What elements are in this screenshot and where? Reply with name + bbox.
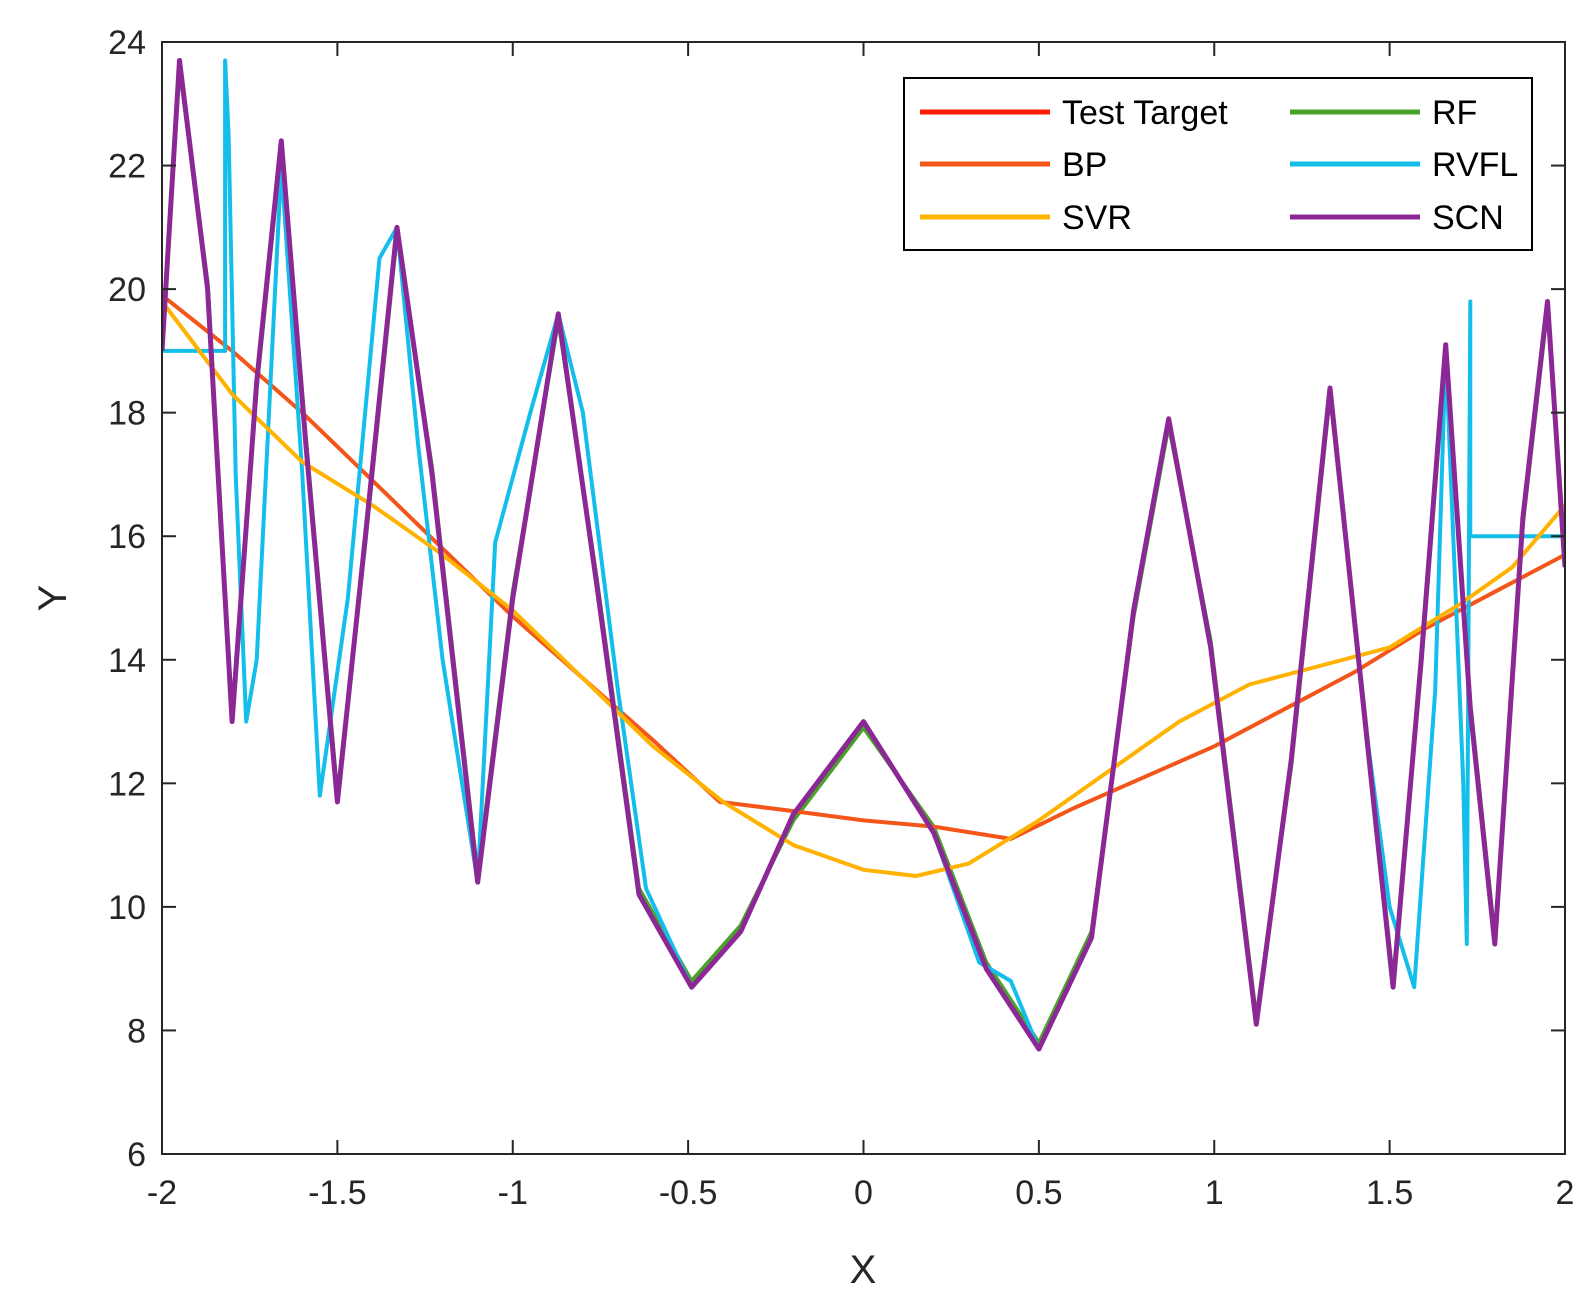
y-tick-label: 18 <box>108 395 146 433</box>
y-tick-label: 6 <box>127 1136 146 1174</box>
axis-ticks: -2 -1.5 -1 -0.5 0 0.5 1 1.5 2 6 8 10 12 14 16 18 20 22 24 <box>108 24 1574 1212</box>
y-tick-label: 24 <box>108 24 146 62</box>
x-tick-label: 2 <box>1556 1174 1575 1212</box>
legend: Test Target RF BP RVFL SVR SCN <box>903 77 1533 251</box>
x-tick-label: -2 <box>147 1174 177 1212</box>
x-tick-label: -1.5 <box>308 1174 367 1212</box>
series-line-bp <box>162 293 1565 841</box>
y-tick-label: 22 <box>108 148 146 186</box>
x-tick-label: -0.5 <box>659 1174 718 1212</box>
legend-label-test-target: Test Target <box>1062 94 1228 132</box>
x-tick-label: -1 <box>498 1174 528 1212</box>
x-tick-label: 1 <box>1205 1174 1224 1212</box>
x-tick-label: 0 <box>854 1174 873 1212</box>
x-axis-label: X <box>850 1248 877 1292</box>
y-tick-label: 8 <box>127 1012 146 1050</box>
series-line-svr <box>162 300 1565 878</box>
x-tick-label: 1.5 <box>1366 1174 1413 1212</box>
y-tick-label: 16 <box>108 518 146 556</box>
y-tick-label: 10 <box>108 889 146 927</box>
series-layer <box>162 58 1565 1052</box>
series-line-scn <box>162 58 1565 1052</box>
legend-label-rf: RF <box>1432 94 1477 132</box>
x-tick-label: 0.5 <box>1015 1174 1062 1212</box>
y-tick-label: 20 <box>108 271 146 309</box>
legend-label-bp: BP <box>1062 146 1107 184</box>
legend-label-rvfl: RVFL <box>1432 146 1518 184</box>
y-tick-label: 12 <box>108 765 146 803</box>
legend-label-svr: SVR <box>1062 199 1132 237</box>
y-axis-label: Y <box>31 585 75 612</box>
legend-label-scn: SCN <box>1432 199 1504 237</box>
y-tick-label: 14 <box>108 642 146 680</box>
